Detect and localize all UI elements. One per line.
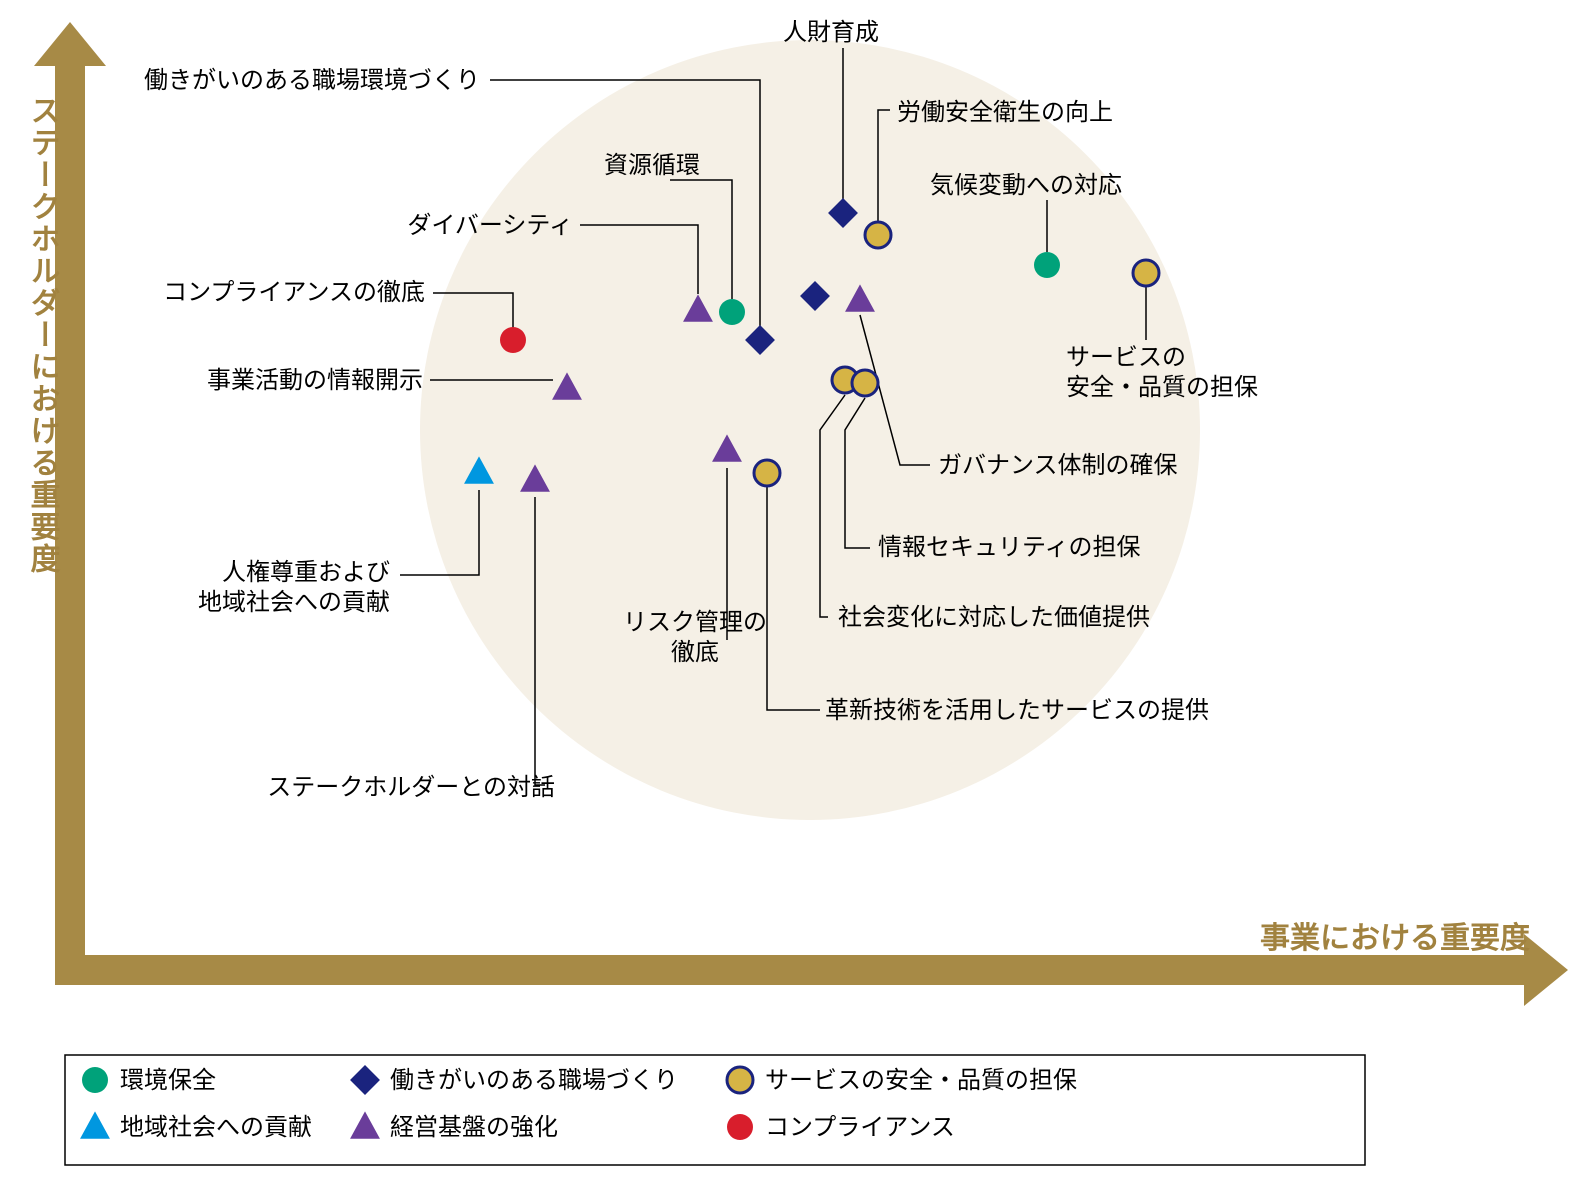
point-p10 [852,370,878,396]
label-p17: コンプライアンスの徹底 [163,279,425,306]
label-p16: ダイバーシティ [407,212,573,239]
y-axis-label: ステークホルダーにおける重要度 [26,95,61,575]
point-p1 [719,299,745,325]
label-p5: 人財育成 [783,19,879,46]
legend-item-workplace: 働きがいのある職場づくり [350,1065,678,1095]
legend-item-compliance: コンプライアンス [727,1114,955,1141]
legend-item-community: 地域社会への貢献 [80,1111,312,1141]
svg-text:コンプライアンス: コンプライアンス [765,1114,955,1141]
label-p1: 資源循環 [604,152,700,179]
label-p2: 気候変動への対応 [930,172,1122,199]
x-axis-label: 事業における重要度 [1260,922,1530,955]
svg-text:働きがいのある職場づくり: 働きがいのある職場づくり [390,1067,678,1094]
point-p17 [500,327,526,353]
svg-text:地域社会への貢献: 地域社会への貢献 [120,1114,312,1141]
point-p6 [865,222,891,248]
label-p8: 革新技術を活用したサービスの提供 [825,697,1209,724]
label-p6: 労働安全衛生の向上 [897,99,1113,126]
label-p3: 働きがいのある職場環境づくり [144,67,480,94]
materiality-chart: 資源循環気候変動への対応 働きがいのある職場環境づくり 人財育成労働安全衛生の向上サ… [0,0,1584,1186]
label-p10: 情報セキュリティの担保 [878,534,1141,561]
label-p11: 人権尊重および地域社会への貢献 [198,559,390,616]
svg-text:サービスの安全・品質の担保: サービスの安全・品質の担保 [765,1067,1077,1094]
legend-item-mgmt: 経営基盤の強化 [350,1111,558,1141]
point-p7 [1133,260,1159,286]
legend-item-env: 環境保全 [82,1067,216,1094]
label-p12: 事業活動の情報開示 [207,367,423,394]
point-p8 [754,460,780,486]
label-p9: 社会変化に対応した価値提供 [838,604,1150,631]
chart-svg: 資源循環気候変動への対応 働きがいのある職場環境づくり 人財育成労働安全衛生の向上サ… [0,0,1584,1186]
point-p2 [1034,252,1060,278]
legend: 環境保全 働きがいのある職場づくり サービスの安全・品質の担保地域社会への貢献 経営基… [65,1055,1365,1165]
svg-text:経営基盤の強化: 経営基盤の強化 [390,1114,558,1141]
svg-text:環境保全: 環境保全 [120,1067,216,1094]
label-p15: ガバナンス体制の確保 [938,452,1178,479]
label-p14: ステークホルダーとの対話 [267,774,555,801]
legend-item-service: サービスの安全・品質の担保 [727,1067,1077,1094]
